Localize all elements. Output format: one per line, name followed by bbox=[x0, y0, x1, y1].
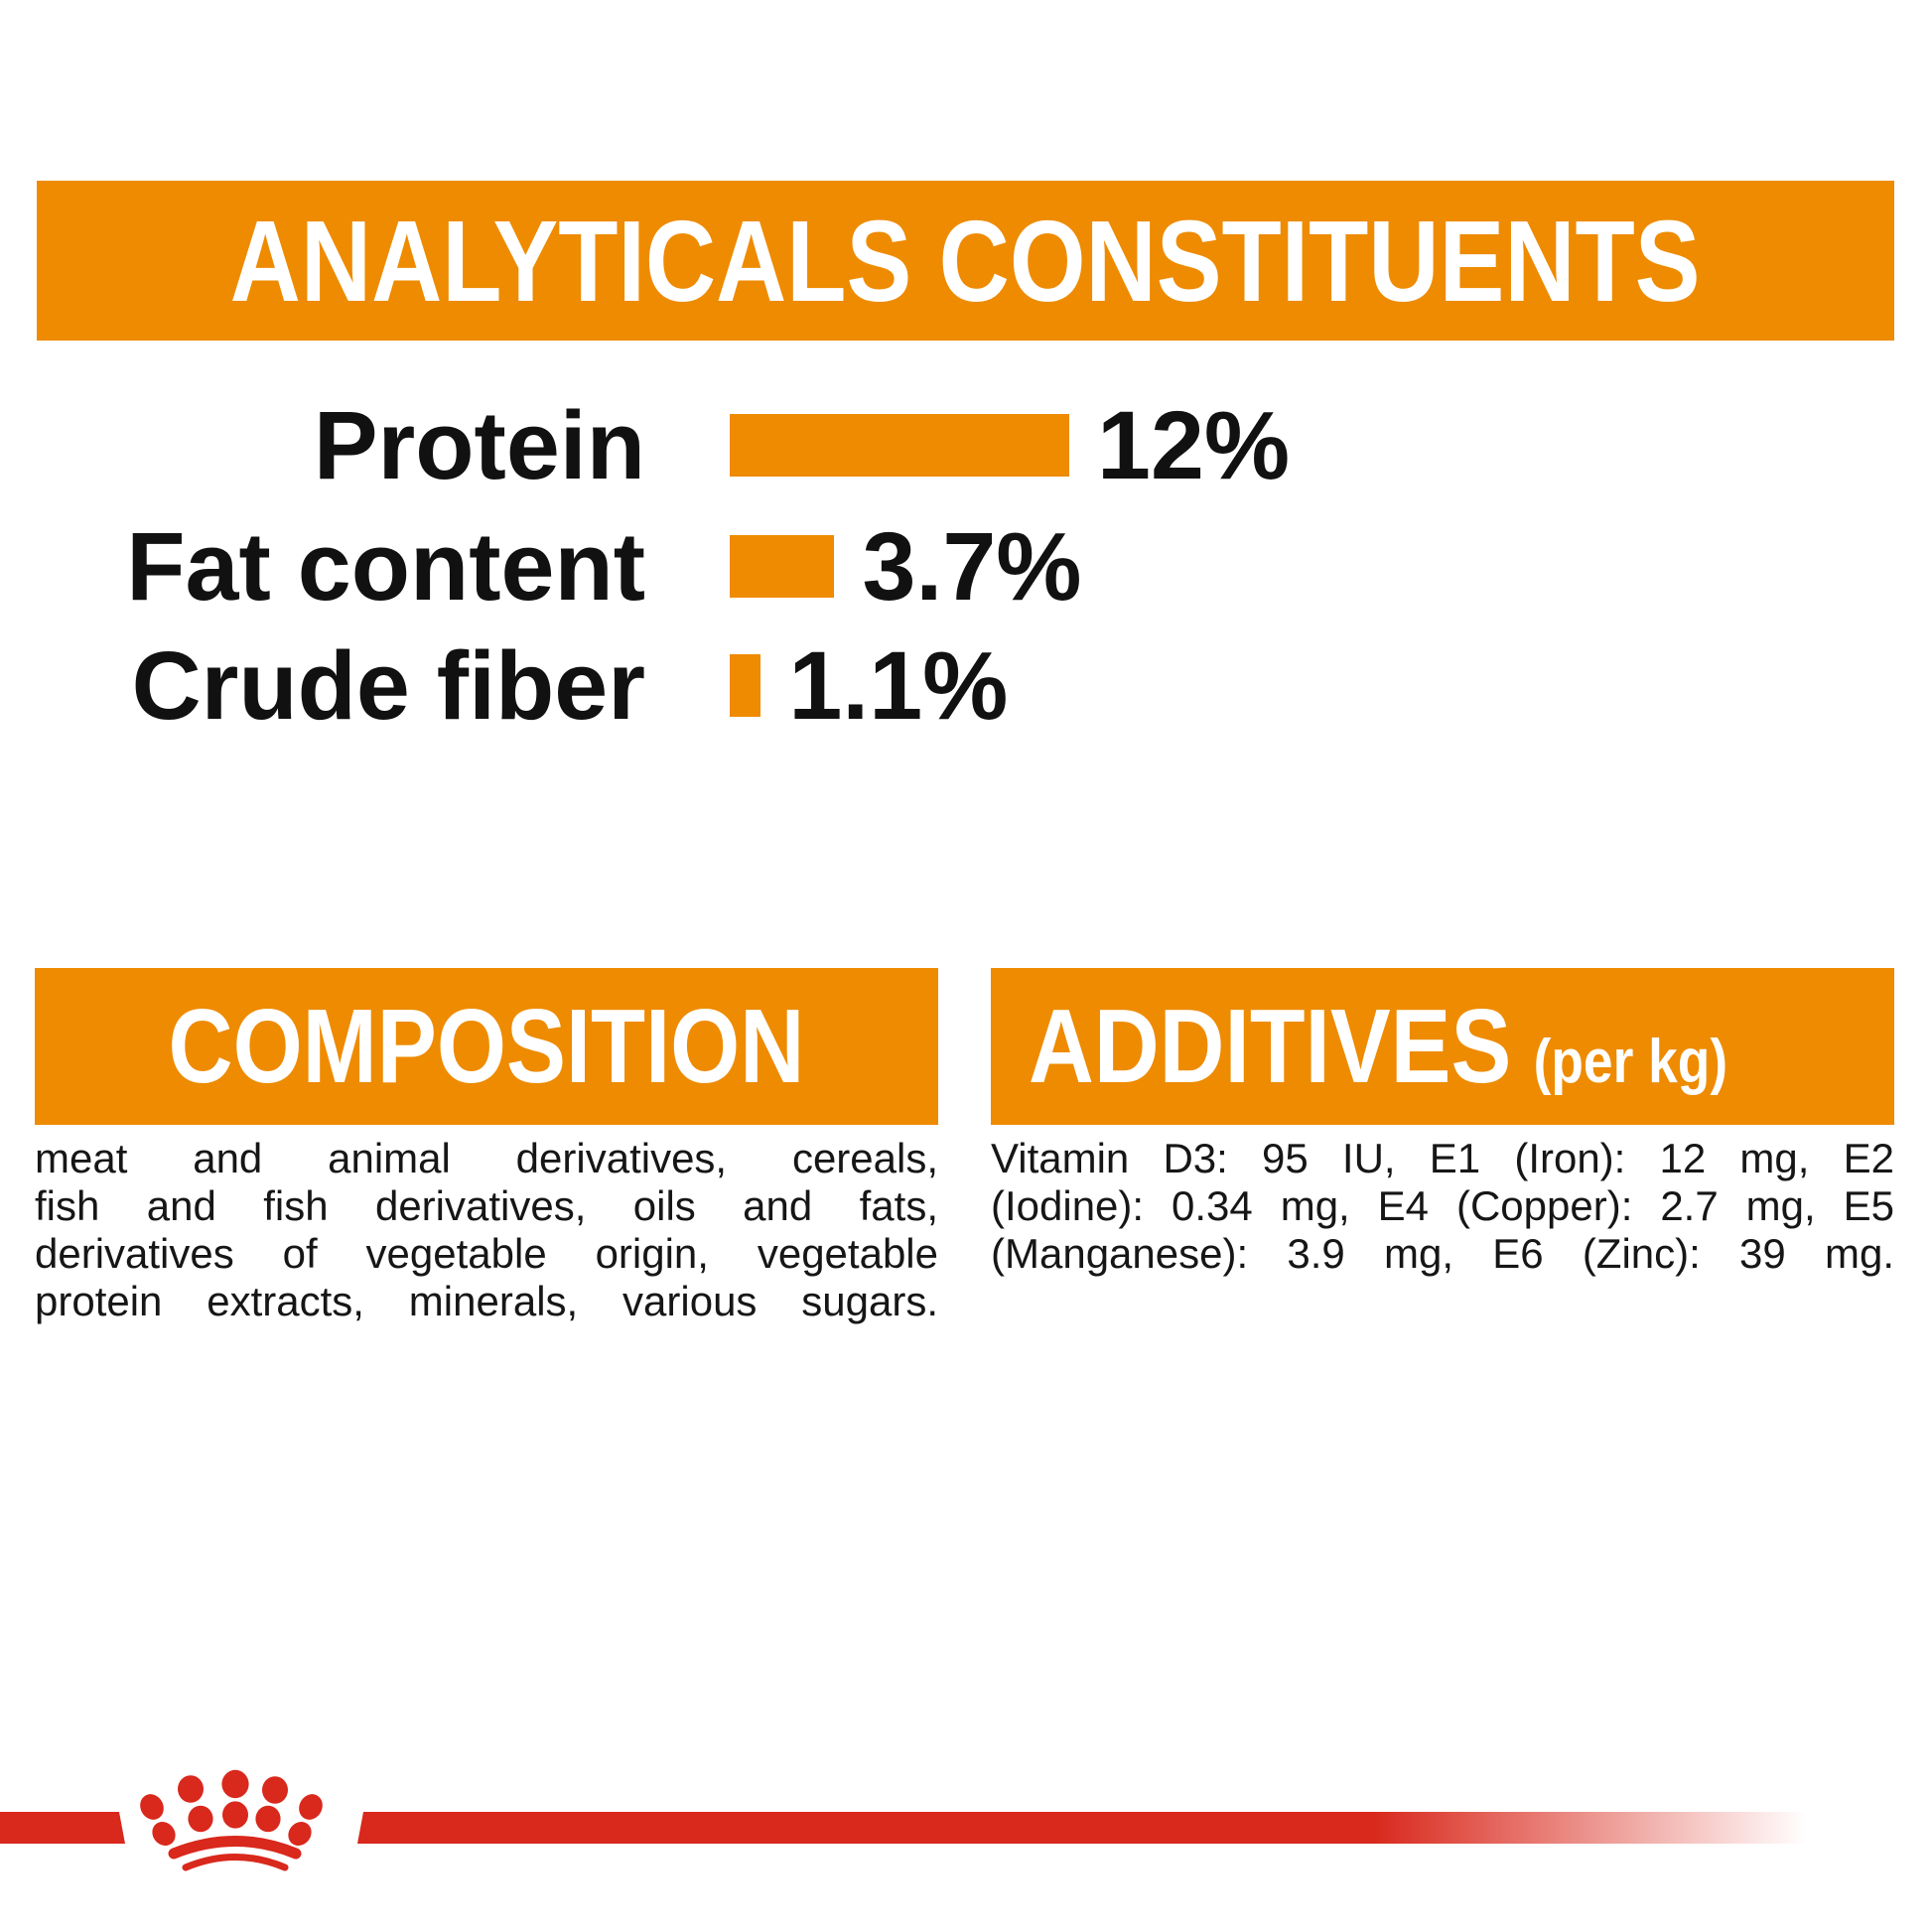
additives-title: ADDITIVES bbox=[1029, 988, 1512, 1105]
chart-value-crude-fiber: 1.1% bbox=[788, 631, 1009, 740]
paragraph-line: meat and animal derivatives, cereals, bbox=[35, 1135, 938, 1181]
chart-label-protein: Protein bbox=[313, 391, 645, 499]
paragraph-line: (Iodine): 0.34 mg, E4 (Copper): 2.7 mg, … bbox=[991, 1182, 1894, 1229]
chart-value-fat-content: 3.7% bbox=[862, 512, 1082, 621]
chart-row-crude-fiber: Crude fiber 1.1% bbox=[35, 637, 1009, 734]
footer-red-band-left bbox=[0, 1812, 125, 1844]
royal-canin-crown-logo bbox=[140, 1769, 323, 1871]
additives-banner: ADDITIVES (per kg) bbox=[991, 968, 1894, 1125]
paragraph-line: fish and fish derivatives, oils and fats… bbox=[35, 1182, 938, 1229]
composition-banner: COMPOSITION bbox=[35, 968, 938, 1125]
paragraph-line: protein extracts, minerals, various suga… bbox=[35, 1278, 938, 1324]
chart-value-protein: 12% bbox=[1097, 391, 1291, 499]
additives-paragraph: Vitamin D3: 95 IU, E1 (Iron): 12 mg, E2(… bbox=[991, 1135, 1894, 1278]
chart-row-fat-content: Fat content 3.7% bbox=[35, 518, 1081, 615]
paragraph-line: Vitamin D3: 95 IU, E1 (Iron): 12 mg, E2 bbox=[991, 1135, 1894, 1181]
additives-title-group: ADDITIVES (per kg) bbox=[1029, 994, 1727, 1099]
chart-bar-crude-fiber bbox=[730, 654, 761, 717]
additives-title-suffix: (per kg) bbox=[1533, 1028, 1728, 1096]
chart-row-protein: Protein 12% bbox=[35, 397, 1290, 493]
chart-label-crude-fiber: Crude fiber bbox=[131, 631, 645, 740]
analyticals-title: ANALYTICALS CONSTITUENTS bbox=[230, 196, 1701, 326]
chart-label-fat-content: Fat content bbox=[126, 512, 645, 621]
chart-bar-fat-content bbox=[730, 535, 835, 598]
footer-red-band-right bbox=[357, 1812, 1807, 1844]
analyticals-banner: ANALYTICALS CONSTITUENTS bbox=[37, 181, 1894, 341]
paragraph-line: (Manganese): 3.9 mg, E6 (Zinc): 39 mg. bbox=[991, 1230, 1894, 1277]
composition-paragraph: meat and animal derivatives, cereals, fis… bbox=[35, 1135, 938, 1325]
chart-bar-protein bbox=[730, 414, 1069, 477]
paragraph-line: derivatives of vegetable origin, vegetab… bbox=[35, 1230, 938, 1277]
composition-title: COMPOSITION bbox=[168, 988, 805, 1105]
